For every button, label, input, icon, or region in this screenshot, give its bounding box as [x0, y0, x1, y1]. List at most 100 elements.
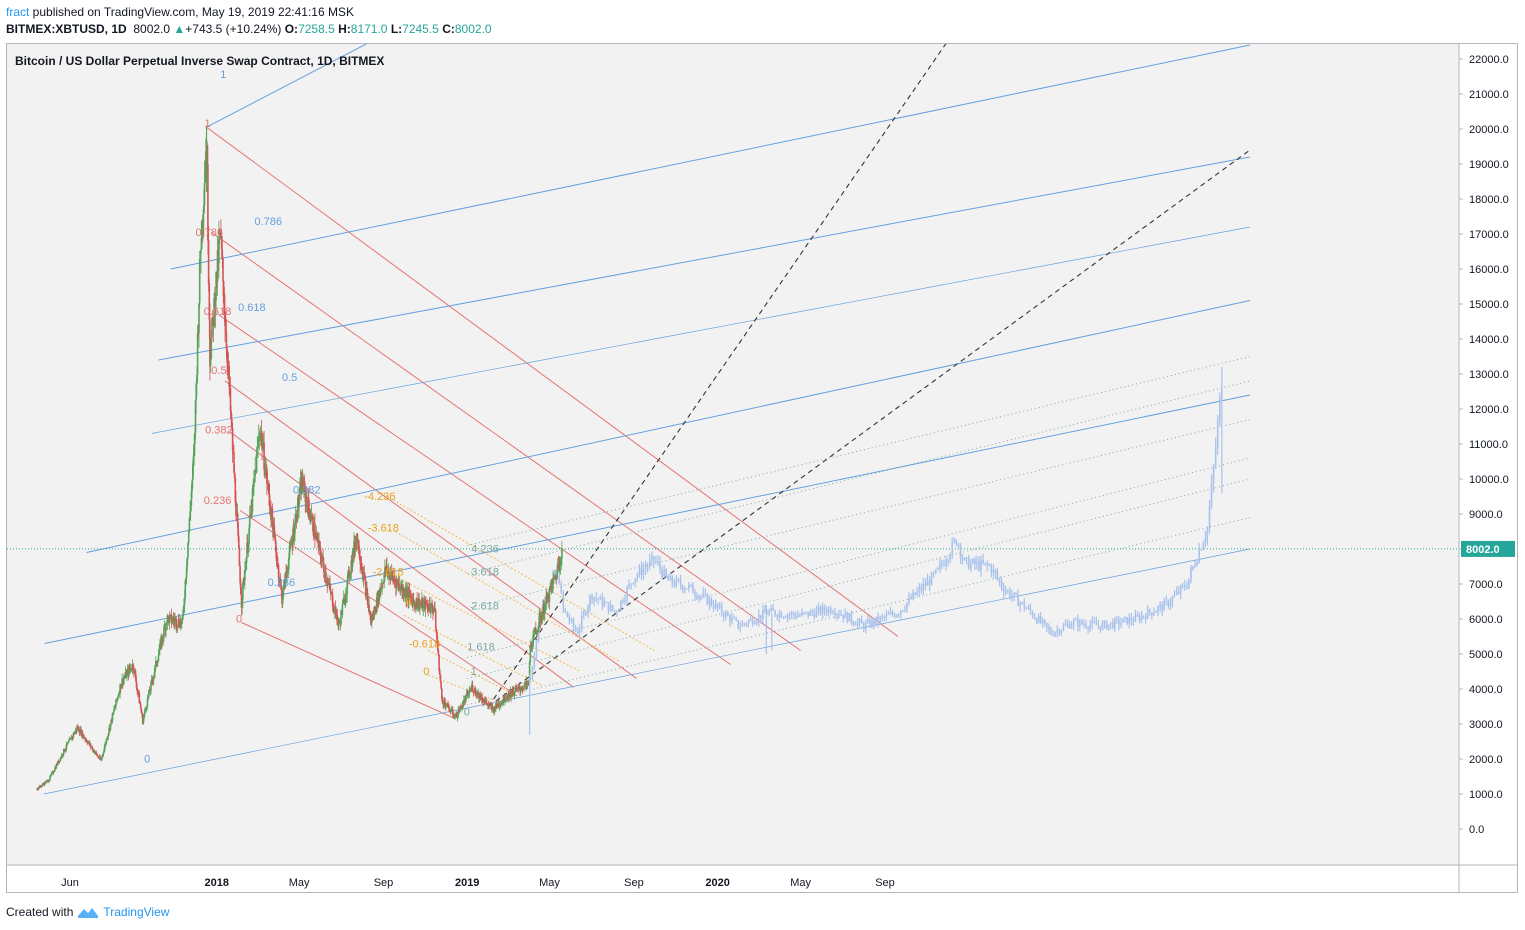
projection-candle-225	[992, 569, 995, 573]
projection-candle-303	[1153, 612, 1155, 616]
price-candle-240	[200, 221, 203, 249]
price-candle-279	[227, 363, 230, 366]
price-candle-391	[304, 487, 307, 503]
price-candle-107	[109, 723, 112, 730]
price-candle-218	[185, 567, 188, 578]
author-link[interactable]: fract	[6, 5, 30, 19]
chart-frame[interactable]: 1 0.786 0.618 0.5 0.382 0.236 0 1 0.786 0.618 0.5 0…	[6, 43, 1518, 893]
price-candle-445	[341, 604, 344, 615]
projection-candle-40	[611, 605, 614, 610]
red-fan-line-3	[224, 380, 637, 679]
red-fan-label-5: 0.236	[204, 495, 232, 507]
orange-fan-line-3	[403, 615, 543, 686]
price-candle-493	[374, 606, 377, 613]
projection-candle-297	[1140, 615, 1143, 621]
projection-candle-319	[1186, 587, 1188, 589]
projection-candle-161	[860, 619, 863, 624]
projection-candle-218	[978, 561, 980, 570]
projection-candle-121	[778, 612, 781, 618]
price-candle-375	[293, 533, 296, 540]
created-with-text: Created with	[6, 905, 74, 919]
projection-candle-276	[1097, 625, 1100, 627]
price-candle-723	[532, 635, 534, 647]
price-candle-230	[194, 433, 196, 445]
projection-candle-21	[572, 619, 575, 628]
plot-area[interactable]	[7, 44, 1459, 865]
price-candle-476	[362, 573, 365, 580]
red-fan-line-6	[241, 622, 456, 720]
price-candle-471	[359, 558, 361, 564]
price-candle-692	[511, 695, 513, 698]
price-candle-409	[316, 537, 319, 539]
projection-candle-175	[889, 612, 892, 615]
price-candle-422	[325, 580, 328, 583]
price-candle-242	[202, 214, 204, 227]
price-candle-184	[162, 637, 165, 639]
projection-candle-186	[912, 592, 914, 599]
projection-candle-113	[762, 609, 764, 619]
time-axis[interactable]: Jun 2018 May Sep 2019 May Sep 2020 May Sep	[61, 877, 895, 889]
projection-candle-144	[825, 610, 828, 613]
projection-candle-206	[953, 539, 956, 542]
projection-candle-207	[955, 539, 958, 545]
projection-candle-325	[1198, 550, 1200, 562]
projection-candle-112	[760, 614, 762, 619]
red-fan-label-1: 0.786	[196, 227, 224, 239]
price-candle-72	[85, 739, 88, 742]
projection-candle-106	[747, 620, 750, 625]
price-candle-69	[83, 737, 86, 739]
projection-candle-178	[895, 615, 898, 617]
price-candle-38	[62, 754, 64, 756]
price-candle-235	[197, 333, 200, 335]
projection-candle-110	[755, 621, 758, 624]
projection-candle-32	[595, 597, 597, 599]
projection-candle-163	[865, 622, 867, 630]
price-candle-272	[222, 281, 225, 304]
price-candle-233	[196, 374, 198, 384]
price-candle-275	[224, 326, 227, 333]
projection-candle-102	[739, 626, 741, 628]
projection-candle-117	[770, 607, 772, 611]
projection-candle-166	[871, 619, 873, 627]
projection-candle-118	[772, 607, 774, 611]
price-candle-13	[45, 781, 47, 784]
projection-candle-167	[873, 619, 875, 625]
projection-candle-273	[1091, 620, 1093, 625]
price-candle-179	[159, 643, 161, 651]
price-candle-722	[531, 646, 534, 648]
price-candle-100	[104, 743, 107, 745]
projection-candle-242	[1027, 607, 1030, 609]
projection-candle-49	[630, 583, 632, 585]
price-candle-511	[386, 571, 389, 573]
price-candle-661	[489, 704, 492, 706]
price-candle-673	[498, 703, 500, 707]
projection-candle-192	[924, 583, 927, 586]
price-chart[interactable]: 1 0.786 0.618 0.5 0.382 0.236 0 1 0.786 0.618 0.5 0…	[7, 44, 1517, 892]
price-candle-530	[399, 587, 402, 592]
price-candle-236	[198, 303, 200, 334]
price-candle-270	[221, 250, 224, 259]
price-candle-304	[244, 569, 247, 571]
projection-candle-35	[601, 596, 604, 606]
price-candle-189	[165, 623, 168, 625]
price-candle-646	[479, 693, 481, 698]
price-candle-519	[392, 574, 394, 580]
price-candle-668	[494, 708, 497, 712]
price-axis[interactable]: 0.0 1000.0 2000.0 3000.0 4000.0 5000.0 6000.0 7…	[1459, 54, 1515, 836]
projection-candle-247	[1037, 616, 1040, 623]
price-candle-197	[171, 621, 173, 623]
projection-candle-326	[1200, 549, 1203, 551]
price-candle-283	[230, 411, 232, 420]
price-candle-176	[157, 661, 159, 663]
price-candle-691	[510, 691, 512, 698]
tradingview-brand[interactable]: TradingView	[103, 905, 170, 919]
price-candle-303	[244, 570, 246, 581]
projection-candle-334	[1216, 421, 1219, 448]
price-candle-44	[66, 743, 69, 745]
price-candle-339	[268, 494, 271, 506]
projection-candle-234	[1011, 595, 1013, 598]
price-candle-338	[268, 484, 270, 495]
red-fan-line-2	[217, 314, 731, 665]
price-candle-610	[454, 716, 457, 718]
price-candle-296	[239, 565, 241, 584]
